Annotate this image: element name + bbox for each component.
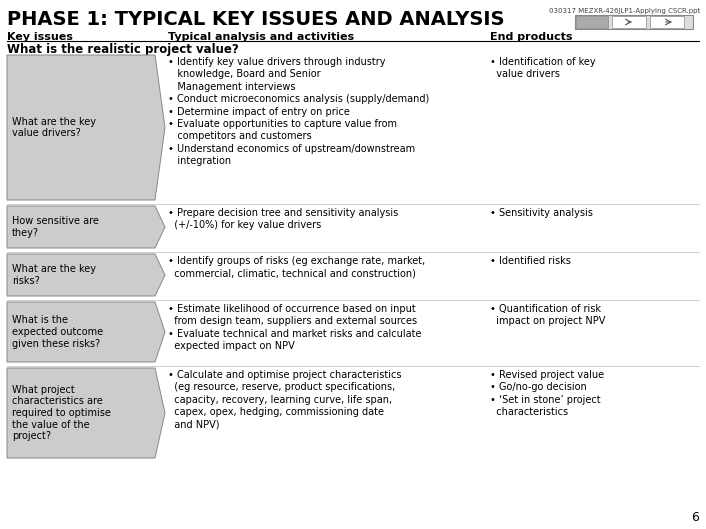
Text: • Identification of key
  value drivers: • Identification of key value drivers <box>490 57 596 79</box>
Polygon shape <box>7 206 165 248</box>
Text: • Estimate likelihood of occurrence based on input
  from design team, suppliers: • Estimate likelihood of occurrence base… <box>168 304 421 351</box>
Text: • Revised project value
• Go/no-go decision
• ‘Set in stone’ project
  character: • Revised project value • Go/no-go decis… <box>490 370 604 417</box>
FancyBboxPatch shape <box>576 16 608 28</box>
Text: 030317 MEZXR-426JLP1-Applying CSCR.ppt: 030317 MEZXR-426JLP1-Applying CSCR.ppt <box>549 8 700 14</box>
Text: How sensitive are
they?: How sensitive are they? <box>12 216 99 238</box>
Text: Key issues: Key issues <box>7 32 73 42</box>
Text: • Calculate and optimise project characteristics
  (eg resource, reserve, produc: • Calculate and optimise project charact… <box>168 370 402 430</box>
Text: What is the realistic project value?: What is the realistic project value? <box>7 43 239 56</box>
Polygon shape <box>7 368 165 458</box>
Polygon shape <box>7 254 165 296</box>
Text: • Sensitivity analysis: • Sensitivity analysis <box>490 208 593 218</box>
Text: What project
characteristics are
required to optimise
the value of the
project?: What project characteristics are require… <box>12 385 111 441</box>
Text: End products: End products <box>490 32 573 42</box>
Polygon shape <box>7 55 165 200</box>
Polygon shape <box>7 302 165 362</box>
FancyBboxPatch shape <box>612 16 646 28</box>
FancyBboxPatch shape <box>650 16 684 28</box>
Text: 6: 6 <box>691 511 699 524</box>
Text: • Identify groups of risks (eg exchange rate, market,
  commercial, climatic, te: • Identify groups of risks (eg exchange … <box>168 256 425 278</box>
Text: • Identify key value drivers through industry
   knowledge, Board and Senior
   : • Identify key value drivers through ind… <box>168 57 429 166</box>
Text: • Prepare decision tree and sensitivity analysis
  (+/-10%) for key value driver: • Prepare decision tree and sensitivity … <box>168 208 398 231</box>
Text: What are the key
risks?: What are the key risks? <box>12 264 96 286</box>
Text: PHASE 1: TYPICAL KEY ISSUES AND ANALYSIS: PHASE 1: TYPICAL KEY ISSUES AND ANALYSIS <box>7 10 505 29</box>
Text: • Identified risks: • Identified risks <box>490 256 571 266</box>
FancyBboxPatch shape <box>575 15 693 29</box>
Text: • Quantification of risk
  impact on project NPV: • Quantification of risk impact on proje… <box>490 304 605 326</box>
Text: Typical analysis and activities: Typical analysis and activities <box>168 32 354 42</box>
Text: What is the
expected outcome
given these risks?: What is the expected outcome given these… <box>12 315 103 349</box>
Text: What are the key
value drivers?: What are the key value drivers? <box>12 117 96 138</box>
